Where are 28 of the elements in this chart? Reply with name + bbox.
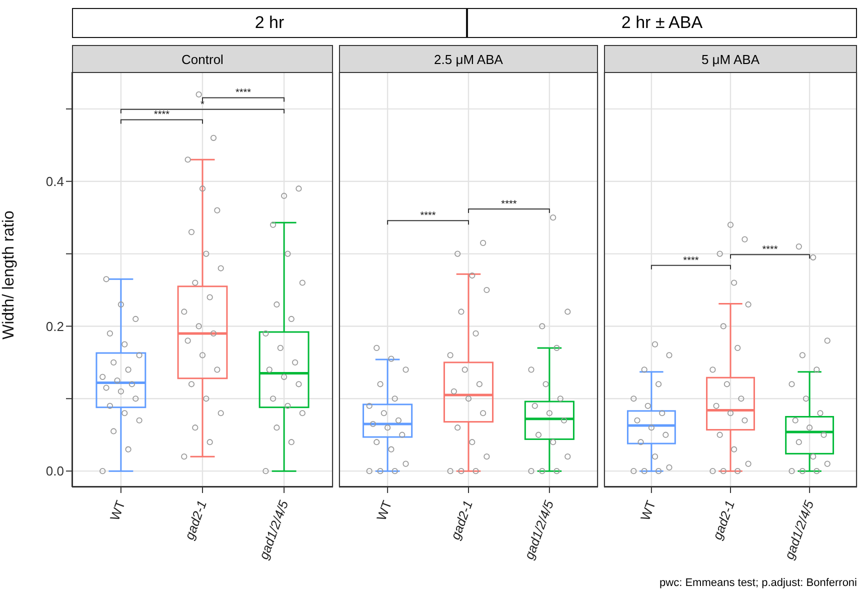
x-tick-label: WT [106,498,128,523]
y-tick-label: 0.0 [46,464,64,479]
chart-title: 2.5 μM ABA [339,45,598,73]
annotation: **** [235,88,252,99]
x-tick-label: gad2-1 [710,498,738,542]
text: 2 hr [72,8,467,38]
x-tick-label: WT [637,498,659,523]
significance-bracket: **** [202,88,285,102]
significance-bracket: **** [650,255,731,270]
y-tick-label: 0.4 [46,174,64,189]
x-tick-label: gad2-1 [182,498,210,542]
text: pwc: Emmeans test; p.adjust: Bonferroni [660,577,857,589]
annotation: **** [762,244,778,256]
y-axis-title: Width/ length ratio [0,210,18,340]
annotation: **** [683,255,699,266]
significance-bracket: **** [468,198,550,214]
annotation: **** [420,210,436,222]
chart-title: Control [72,45,333,73]
significance-bracket: **** [120,110,203,124]
chart-title: 5 μM ABA [604,45,857,73]
x-tick-label: WT [374,498,395,523]
annotation: **** [501,198,517,210]
significance-bracket: **** [387,210,469,226]
text: 2 hr ± ABA [467,8,857,38]
y-tick-label: 0.2 [46,318,64,334]
annotation: **** [154,110,170,121]
x-tick-label: gad2-1 [448,498,476,542]
significance-bracket: **** [730,244,810,260]
